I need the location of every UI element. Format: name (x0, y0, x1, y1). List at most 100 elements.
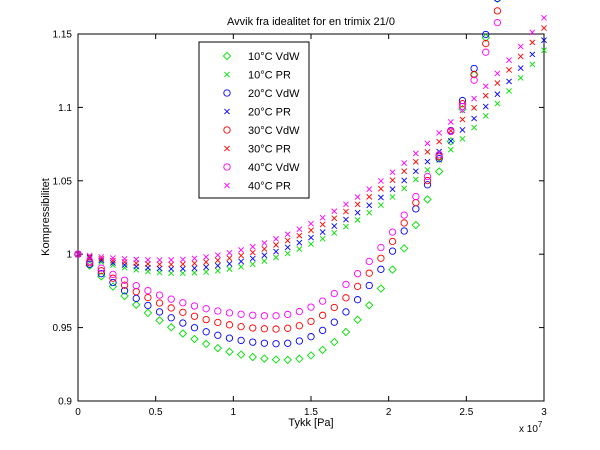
data-point (424, 140, 431, 147)
data-point (435, 153, 443, 161)
data-point (471, 115, 478, 122)
data-point (236, 350, 246, 359)
x-tick-label: 1.5 (304, 407, 318, 418)
data-point (249, 261, 256, 268)
x-axis-multiplier: x 107 (519, 420, 543, 435)
data-point (179, 299, 187, 307)
data-point (168, 265, 175, 272)
data-point (401, 168, 408, 175)
data-point (318, 311, 327, 319)
data-point (400, 219, 408, 227)
data-point (423, 195, 432, 204)
series-3 (75, 37, 547, 272)
data-point (296, 232, 303, 239)
data-point (179, 261, 186, 268)
data-point (284, 310, 292, 319)
data-point (399, 244, 409, 253)
data-point (179, 256, 186, 263)
data-point (144, 256, 151, 263)
data-point (261, 258, 268, 264)
data-point (308, 227, 314, 234)
data-point (203, 259, 210, 265)
data-point (343, 223, 349, 230)
data-point (319, 214, 326, 221)
data-point (482, 112, 489, 119)
data-point (377, 194, 384, 201)
legend-label: 20°C PR (248, 107, 291, 119)
data-point (306, 351, 316, 360)
data-point (167, 304, 175, 312)
data-point (109, 274, 117, 282)
data-point (179, 265, 186, 272)
data-point (296, 246, 303, 252)
data-point (179, 308, 187, 316)
data-point (423, 172, 432, 181)
data-point (178, 329, 188, 338)
data-point (120, 281, 129, 289)
data-point (226, 266, 233, 272)
data-point (365, 301, 374, 310)
data-point (354, 194, 361, 200)
data-point (273, 248, 279, 255)
data-point (331, 208, 338, 215)
series-0 (73, 0, 501, 365)
data-point (494, 80, 501, 86)
data-point (447, 146, 454, 153)
data-point (389, 169, 396, 176)
y-axis-label: Kompressibilitet (40, 178, 52, 256)
legend-marker (223, 163, 231, 171)
data-point (388, 247, 397, 255)
legend-marker (224, 71, 230, 78)
data-point (190, 312, 199, 320)
data-point (319, 221, 326, 228)
data-point (98, 255, 105, 262)
data-point (284, 231, 291, 238)
data-point (365, 257, 373, 266)
data-point (249, 324, 257, 332)
data-point (120, 291, 129, 301)
data-point (273, 254, 279, 261)
y-tick-label: 1.05 (53, 176, 73, 187)
data-point (214, 318, 222, 327)
data-point (446, 137, 456, 146)
data-point (341, 327, 351, 337)
data-point (365, 281, 373, 290)
data-point (202, 305, 210, 313)
data-point (238, 258, 245, 265)
data-point (331, 223, 338, 229)
data-point (168, 270, 175, 277)
data-series (73, 0, 547, 365)
data-point (225, 309, 234, 317)
data-point (238, 263, 245, 270)
chart-title: Avvik fra idealitet for en trimix 21/0 (227, 16, 395, 28)
data-point (273, 242, 279, 248)
data-point (401, 185, 408, 192)
data-point (295, 337, 303, 345)
data-point (366, 193, 373, 200)
data-point (331, 229, 338, 236)
data-point (296, 239, 303, 246)
legend-items: 10°C VdW 10°C PR 20°C VdW 20°C PR 30°C VdW 30… (222, 51, 300, 193)
data-point (506, 67, 512, 73)
data-point (330, 303, 338, 312)
data-point (319, 235, 326, 242)
data-point (121, 255, 128, 262)
data-point (261, 252, 268, 259)
legend-label: 10°C PR (248, 70, 291, 82)
data-point (458, 100, 467, 108)
x-tick-label: 0.5 (149, 407, 163, 418)
x-tick-label: 2 (386, 407, 392, 418)
data-point (377, 185, 384, 192)
data-point (424, 148, 431, 155)
data-point (541, 14, 547, 21)
data-point (156, 257, 163, 263)
series-7 (75, 14, 547, 263)
x-axis-label: Tykk [Pa] (288, 417, 333, 429)
data-point (308, 220, 314, 227)
data-point (155, 299, 164, 307)
data-point (388, 237, 397, 246)
data-point (201, 339, 211, 349)
data-point (249, 255, 256, 262)
data-point (132, 281, 140, 290)
